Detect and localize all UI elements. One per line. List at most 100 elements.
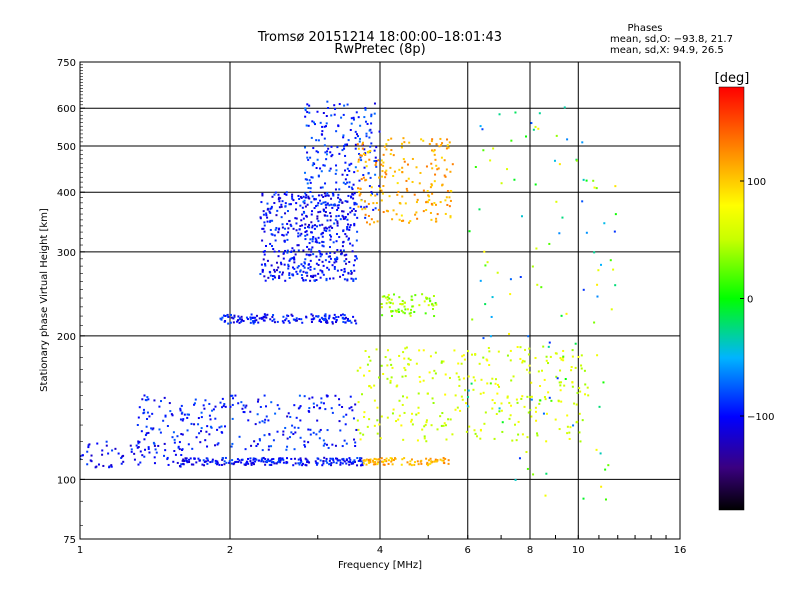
data-point: [252, 457, 255, 460]
data-point: [345, 413, 348, 416]
data-point: [483, 250, 486, 253]
data-point: [278, 250, 281, 253]
data-point: [270, 458, 273, 461]
data-point: [188, 458, 191, 461]
data-point: [270, 401, 273, 404]
data-point: [260, 316, 263, 319]
data-point: [403, 457, 406, 460]
data-point: [345, 462, 348, 465]
data-point: [350, 272, 353, 275]
data-point: [384, 296, 387, 299]
data-point: [560, 358, 563, 361]
data-point: [373, 102, 376, 105]
data-point: [386, 349, 389, 352]
data-point: [274, 228, 277, 231]
data-point: [324, 151, 327, 154]
data-point: [378, 158, 381, 161]
data-point: [443, 462, 446, 465]
data-point: [314, 240, 317, 243]
data-point: [268, 210, 271, 213]
data-point: [374, 156, 377, 159]
data-point: [342, 457, 345, 460]
data-point: [355, 322, 358, 325]
data-point: [342, 217, 345, 220]
data-point: [335, 169, 338, 172]
data-point: [326, 202, 329, 205]
data-point: [230, 445, 233, 448]
data-point: [428, 198, 431, 201]
data-point: [300, 460, 303, 463]
data-point: [304, 178, 307, 181]
data-point: [614, 185, 617, 188]
data-point: [358, 190, 361, 193]
data-point: [531, 265, 534, 268]
data-point: [229, 313, 232, 316]
data-point: [444, 373, 447, 376]
data-point: [299, 224, 302, 227]
data-point: [211, 460, 214, 463]
data-point: [249, 410, 252, 413]
data-point: [562, 349, 565, 352]
data-point: [355, 428, 358, 431]
data-point: [526, 467, 529, 470]
data-point: [346, 278, 349, 281]
data-point: [534, 356, 537, 359]
data-point: [289, 258, 292, 261]
data-point: [255, 314, 258, 317]
data-point: [353, 460, 356, 463]
data-point: [312, 406, 315, 409]
data-point: [337, 125, 340, 128]
data-point: [249, 457, 252, 460]
data-point: [337, 459, 340, 462]
data-point: [266, 202, 269, 205]
data-point: [338, 420, 341, 423]
data-point: [354, 130, 357, 133]
data-point: [281, 273, 284, 276]
data-point: [147, 447, 150, 450]
data-point: [307, 225, 310, 228]
data-point: [259, 273, 262, 276]
data-point: [406, 461, 409, 464]
data-point: [516, 401, 519, 404]
data-point: [434, 173, 437, 176]
data-point: [411, 157, 414, 160]
data-point: [571, 385, 574, 388]
data-point: [404, 347, 407, 350]
data-point: [320, 202, 323, 205]
data-point: [171, 414, 174, 417]
data-point: [425, 457, 428, 460]
data-point: [335, 260, 338, 263]
data-point: [578, 431, 581, 434]
data-point: [415, 413, 418, 416]
data-point: [309, 265, 312, 268]
data-point: [544, 398, 547, 401]
data-point: [455, 372, 458, 375]
data-point: [433, 153, 436, 156]
data-point: [275, 226, 278, 229]
data-point: [348, 228, 351, 231]
data-point: [263, 221, 266, 224]
legend-line-o: mean, sd,O: −93.8, 21.7: [610, 34, 733, 45]
data-point: [347, 319, 350, 322]
y-axis-label: Stationary phase Virtual Height [km]: [39, 208, 50, 392]
data-point: [390, 137, 393, 140]
data-point: [266, 216, 269, 219]
data-point: [422, 379, 425, 382]
data-point: [468, 230, 471, 233]
data-point: [293, 448, 296, 451]
data-point: [329, 462, 332, 465]
data-point: [530, 415, 533, 418]
data-point: [108, 466, 111, 469]
data-point: [153, 444, 156, 447]
data-point: [266, 208, 269, 211]
data-point: [322, 273, 325, 276]
data-point: [355, 257, 358, 260]
data-point: [327, 268, 330, 271]
data-point: [322, 264, 325, 267]
data-point: [444, 424, 447, 427]
data-point: [320, 320, 323, 323]
data-point: [510, 379, 513, 382]
data-point: [354, 143, 357, 146]
data-point: [350, 117, 353, 120]
data-point: [421, 293, 424, 296]
